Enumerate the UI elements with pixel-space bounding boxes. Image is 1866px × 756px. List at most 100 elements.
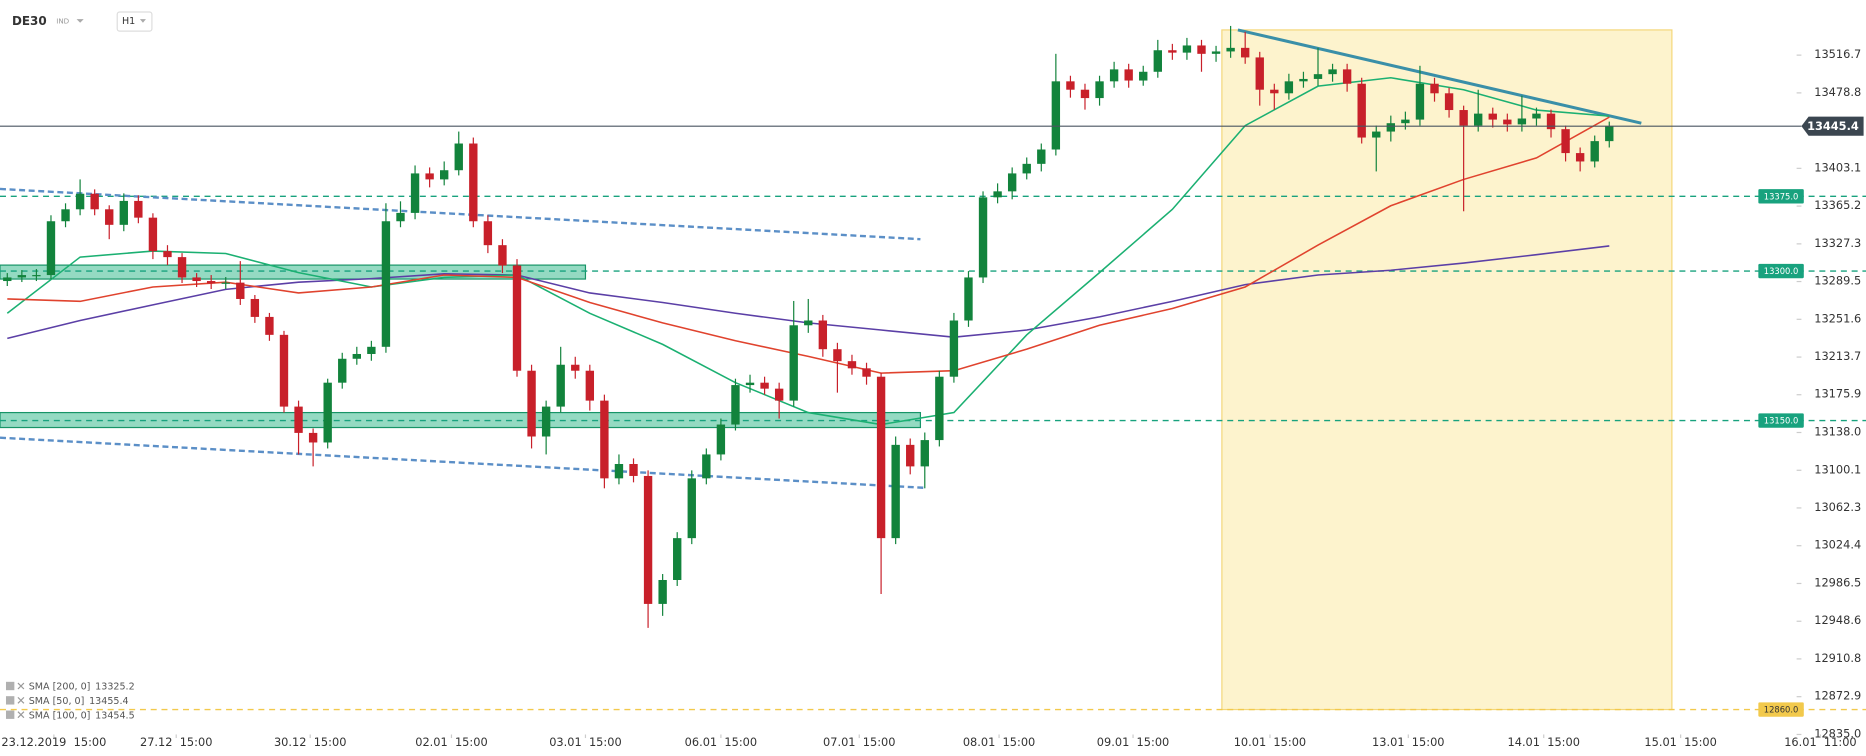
candle-body bbox=[1095, 81, 1104, 99]
y-tick-label: 13251.6 bbox=[1814, 311, 1861, 325]
y-tick-label: 13138.0 bbox=[1814, 425, 1861, 439]
candle-body bbox=[119, 200, 128, 225]
candle-body bbox=[541, 406, 551, 437]
candle-body bbox=[847, 361, 857, 369]
candle-body bbox=[1444, 93, 1454, 111]
candle-body bbox=[410, 173, 420, 213]
timeframe[interactable]: H1 bbox=[122, 16, 135, 27]
candle-body bbox=[381, 221, 391, 347]
y-tick-label: 13289.5 bbox=[1814, 274, 1861, 288]
dropdown-caret[interactable] bbox=[76, 19, 84, 23]
level-label: 13300.0 bbox=[1764, 266, 1799, 276]
candle-body bbox=[876, 376, 886, 539]
candle-body bbox=[148, 217, 158, 252]
legend-icon bbox=[5, 681, 15, 691]
x-tick-label: 30.12 15:00 bbox=[274, 735, 346, 749]
candle-body bbox=[61, 209, 70, 222]
candle-body bbox=[527, 370, 536, 437]
candle-body bbox=[17, 275, 27, 278]
y-tick-label: 13516.7 bbox=[1814, 47, 1861, 61]
candle-body bbox=[1313, 74, 1323, 79]
y-tick-label: 13478.8 bbox=[1814, 85, 1861, 99]
candle-body bbox=[1328, 69, 1337, 75]
candle-body bbox=[833, 349, 842, 362]
candle-body bbox=[993, 191, 1002, 198]
candle-body bbox=[1197, 45, 1206, 54]
candle-body bbox=[1386, 123, 1396, 132]
candle-body bbox=[236, 282, 245, 299]
legend-remove bbox=[17, 682, 25, 690]
candle-body bbox=[600, 400, 609, 479]
candle-body bbox=[483, 221, 493, 246]
y-tick-label: 12872.9 bbox=[1814, 689, 1861, 703]
candle-body bbox=[1474, 113, 1483, 126]
x-tick-label: 07.01 15:00 bbox=[823, 735, 895, 749]
candle-body bbox=[1153, 50, 1162, 72]
sma-line bbox=[7, 116, 1610, 374]
candle-body bbox=[585, 370, 595, 401]
candle-body bbox=[1561, 129, 1570, 154]
candle-body bbox=[1357, 83, 1366, 138]
candle-body bbox=[1037, 149, 1046, 164]
candle-body bbox=[1284, 81, 1294, 94]
candle-body bbox=[46, 221, 56, 276]
legend-remove bbox=[17, 696, 25, 704]
trendline bbox=[0, 436, 927, 490]
candle-body bbox=[1240, 47, 1250, 58]
candle-body bbox=[279, 334, 289, 407]
candle-body bbox=[1182, 45, 1192, 53]
candle-body bbox=[629, 463, 638, 476]
candle-body bbox=[1226, 47, 1235, 52]
level-label-box bbox=[1758, 702, 1804, 717]
candle-body bbox=[134, 200, 143, 218]
candle-body bbox=[1270, 89, 1279, 94]
candle-body bbox=[731, 385, 740, 425]
candle-body bbox=[658, 579, 667, 604]
candle-body bbox=[338, 358, 347, 383]
legend-name: SMA [50, 0] bbox=[29, 695, 85, 706]
y-tick-label: 12835.0 bbox=[1814, 726, 1861, 740]
x-tick-label: 14.01 15:00 bbox=[1507, 735, 1579, 749]
candle-body bbox=[1517, 118, 1527, 125]
candle-body bbox=[454, 143, 463, 171]
candle-body bbox=[105, 209, 114, 225]
candle-body bbox=[1168, 50, 1177, 53]
x-tick-label: 15.01 15:00 bbox=[1644, 735, 1716, 749]
trendline bbox=[1237, 28, 1642, 125]
candle-body bbox=[949, 320, 959, 377]
candle-body bbox=[1080, 89, 1090, 99]
timeframe-caret[interactable] bbox=[139, 19, 146, 23]
y-tick-label: 13365.2 bbox=[1814, 198, 1861, 212]
candle-body bbox=[367, 346, 376, 354]
candle-body bbox=[978, 197, 988, 278]
candle-body bbox=[1372, 131, 1381, 138]
current-price-label: 13445.4 bbox=[1807, 119, 1859, 133]
candle-body bbox=[294, 406, 303, 433]
legend-value: 13455.4 bbox=[89, 695, 128, 706]
candle-body bbox=[1415, 83, 1425, 120]
candle-body bbox=[818, 320, 828, 350]
candle-body bbox=[1488, 113, 1497, 120]
x-tick-label: 10.01 15:00 bbox=[1234, 735, 1306, 749]
x-tick-label: 23.12.2019 15:00 bbox=[1, 735, 106, 749]
x-tick-label: 27.12 15:00 bbox=[140, 735, 212, 749]
timeframe-button[interactable] bbox=[116, 11, 153, 32]
legend-name: SMA [100, 0] bbox=[29, 710, 91, 721]
candle-body bbox=[774, 388, 784, 401]
candle-body bbox=[308, 432, 318, 443]
candle-body bbox=[265, 316, 274, 335]
candle-body bbox=[3, 277, 12, 282]
legend-remove bbox=[17, 711, 25, 719]
candle-body bbox=[1022, 163, 1031, 174]
candle-body bbox=[323, 382, 332, 443]
legend-icon bbox=[5, 710, 15, 719]
level-label: 12860.0 bbox=[1764, 705, 1799, 715]
x-tick-label: 09.01 15:00 bbox=[1097, 735, 1169, 749]
x-tick-label: 03.01 15:00 bbox=[549, 735, 621, 749]
legend-value: 13325.2 bbox=[95, 681, 134, 692]
highlight-box bbox=[1221, 29, 1673, 711]
candle-body bbox=[906, 444, 915, 467]
candle-body bbox=[1211, 51, 1221, 54]
legend-entry: SMA [50, 0] 13455.4 bbox=[29, 695, 129, 706]
sma-line bbox=[6, 76, 1610, 426]
